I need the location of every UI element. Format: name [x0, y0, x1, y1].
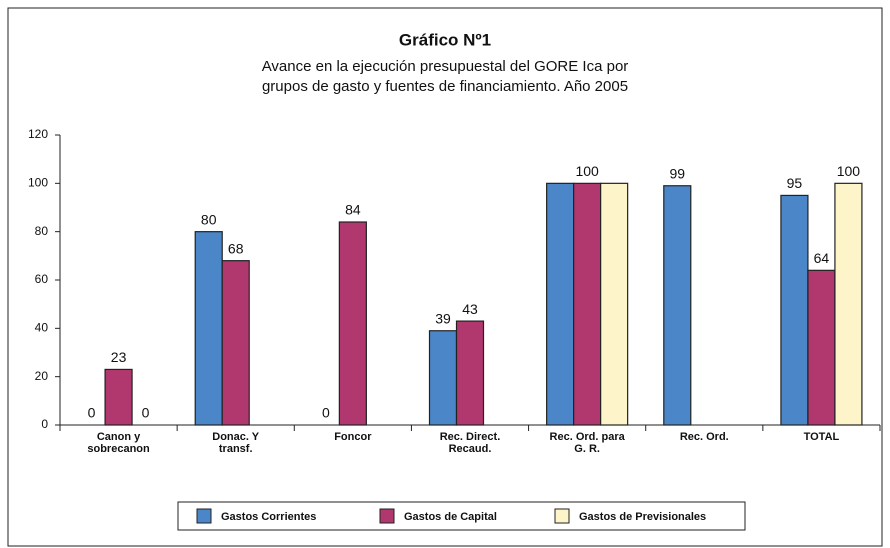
x-tick-label: Rec. Ord. para G. R.	[549, 431, 625, 455]
data-label: 100	[837, 163, 861, 179]
bar	[807, 269, 836, 426]
legend-swatch	[554, 508, 570, 524]
y-tick-label: 40	[35, 321, 49, 335]
data-label: 95	[787, 175, 803, 191]
x-tick-label: Rec. Ord.	[679, 431, 729, 443]
bar	[428, 330, 458, 426]
y-tick-label: 100	[28, 176, 48, 190]
y-tick-label: 80	[35, 224, 49, 238]
x-tick-label: Foncor	[334, 431, 372, 443]
y-tick-label: 60	[35, 272, 49, 286]
data-label: 23	[111, 349, 127, 365]
x-tick-label: TOTAL	[803, 431, 840, 443]
y-tick-label: 20	[35, 369, 49, 383]
bar	[455, 320, 485, 426]
data-label: 43	[462, 301, 478, 317]
bar	[221, 260, 250, 426]
bar	[104, 368, 133, 426]
data-label: 39	[435, 310, 451, 326]
data-label: 84	[345, 202, 361, 218]
y-tick-label: 120	[28, 127, 48, 141]
x-tick-label: Donac. Y transf.	[212, 431, 260, 455]
bar	[573, 182, 602, 426]
data-label: 64	[814, 250, 830, 266]
data-label: 0	[322, 405, 330, 421]
bar	[600, 182, 629, 426]
chart-subtitle: grupos de gasto y fuentes de financiamie…	[262, 78, 628, 95]
legend-swatch	[196, 508, 212, 524]
x-tick-label: Rec. Direct. Recaud.	[439, 431, 501, 455]
frame	[7, 7, 883, 547]
y-tick-label: 0	[41, 417, 48, 431]
bar	[834, 182, 863, 426]
data-label: 0	[88, 405, 96, 421]
legend-label: Gastos de Capital	[404, 511, 497, 523]
data-label: 0	[142, 405, 150, 421]
bar	[780, 194, 809, 426]
data-label: 80	[201, 211, 217, 227]
data-label: 99	[669, 165, 685, 181]
bar	[663, 185, 692, 426]
chart-subtitle: Avance en la ejecución presupuestal del …	[262, 58, 629, 75]
chart-title: Gráfico Nº1	[399, 30, 491, 49]
bar	[338, 221, 367, 426]
bar	[546, 182, 575, 426]
legend	[177, 501, 746, 531]
bar	[194, 231, 223, 426]
data-label: 100	[575, 163, 599, 179]
legend-label: Gastos de Previsionales	[579, 511, 706, 523]
legend-swatch	[379, 508, 395, 524]
x-tick-label: Canon y sobrecanon	[87, 431, 150, 455]
legend-label: Gastos Corrientes	[221, 511, 316, 523]
data-label: 68	[228, 240, 244, 256]
